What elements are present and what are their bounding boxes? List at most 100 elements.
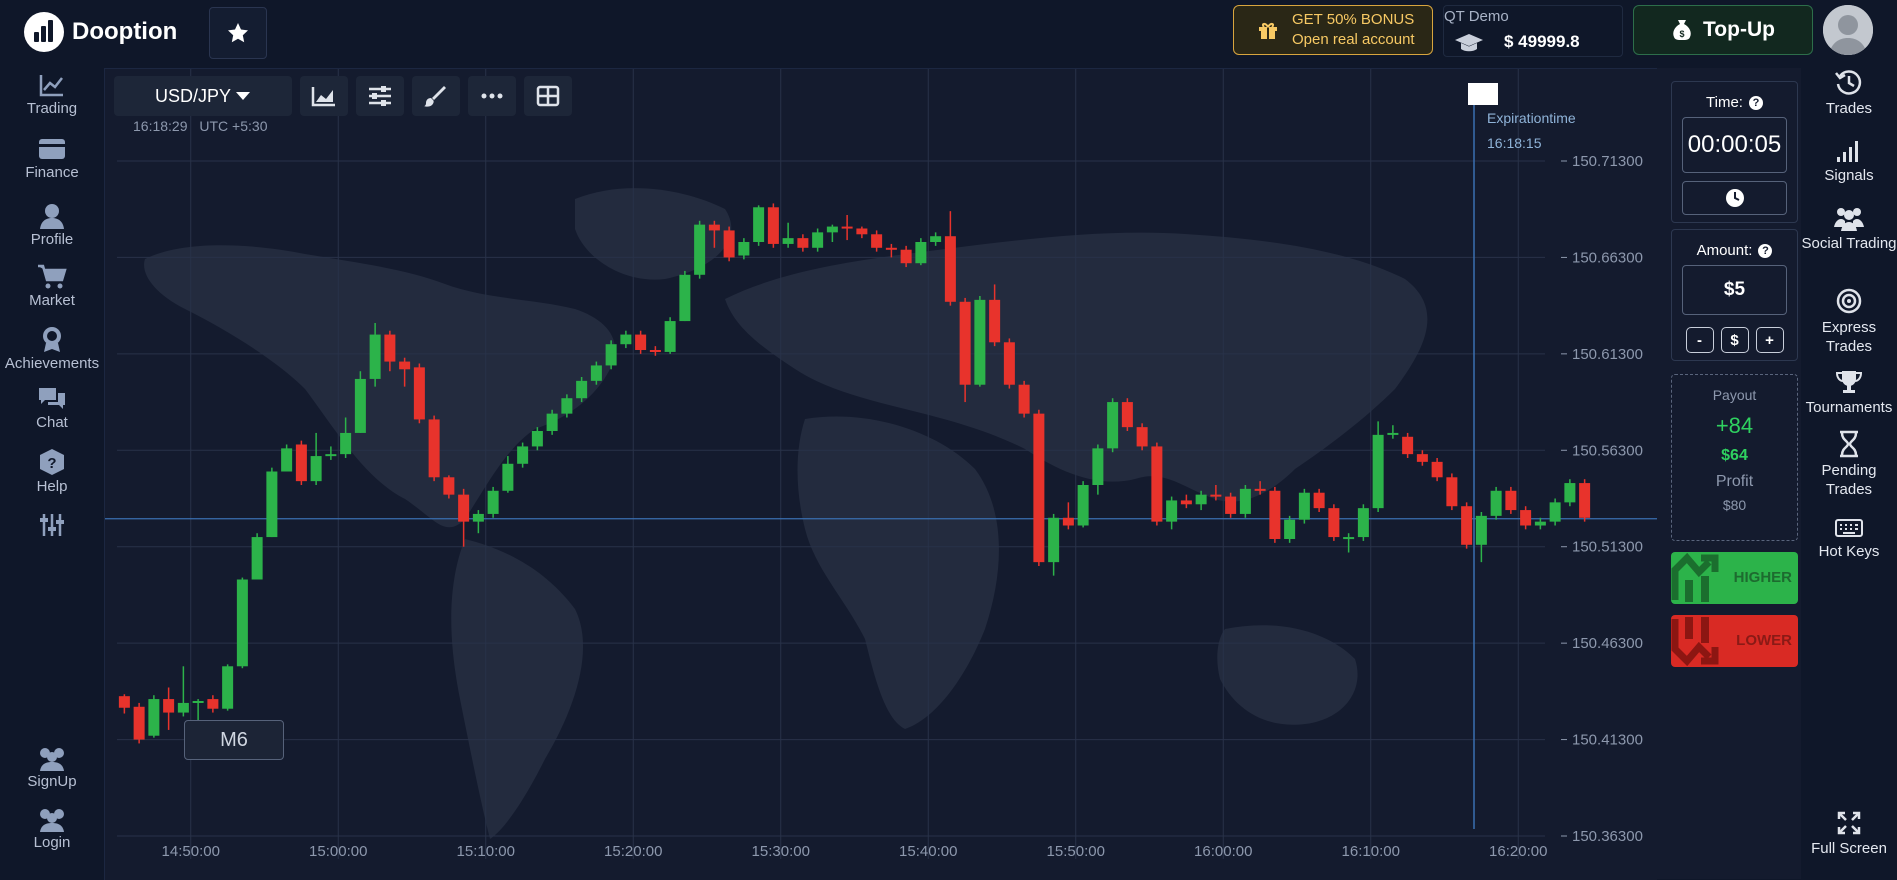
caret-down-icon [236, 92, 251, 100]
price-chart[interactable]: 150.71300 150.66300 150.61300 150.56300 150.… [105, 69, 1657, 880]
nav-social-trading[interactable]: Social Trading [1801, 205, 1897, 253]
decrease-amount-button[interactable]: - [1685, 327, 1714, 353]
increase-amount-button[interactable]: + [1755, 327, 1784, 353]
more-dots-icon [481, 93, 503, 99]
candle [1372, 421, 1384, 512]
favorites-button[interactable] [209, 7, 267, 59]
x-tick-label: 15:10:00 [457, 843, 515, 860]
nav-signals[interactable]: Signals [1801, 137, 1897, 185]
candle [1416, 450, 1428, 466]
candle-body [1092, 448, 1104, 485]
nav-social-trading-label: Social Trading [1801, 235, 1897, 252]
drawing-button[interactable] [412, 76, 460, 116]
candle-body [930, 236, 942, 242]
indicators-button[interactable] [356, 76, 404, 116]
candle [767, 203, 779, 248]
medal-icon [43, 327, 61, 352]
nav-login-label: Login [33, 834, 71, 851]
y-tick-label: 150.66300 [1572, 249, 1643, 266]
currency-button[interactable]: $ [1720, 327, 1749, 353]
candle-body [959, 301, 971, 385]
candle-body [561, 398, 573, 414]
nav-trades[interactable]: Trades [1801, 68, 1897, 118]
candle-body [944, 236, 956, 302]
signal-icon [1837, 141, 1858, 162]
candle-body [369, 334, 381, 379]
layout-button[interactable] [524, 76, 572, 116]
more-button[interactable] [468, 76, 516, 116]
candle [1121, 398, 1133, 431]
top-bar: Dooption GET 50% BONUS Open real account… [0, 0, 1897, 62]
nav-hot-keys-label: Hot Keys [1818, 543, 1880, 560]
candle [1520, 506, 1532, 530]
account-selector[interactable]: QT Demo $ 49999.8 [1443, 5, 1623, 57]
user-avatar[interactable] [1823, 5, 1873, 55]
nav-help-label: Help [36, 478, 68, 495]
pair-selector[interactable]: USD/JPY [114, 76, 292, 116]
payout-box: Payout +84 $64 Profit $80 [1671, 374, 1798, 541]
nav-pending-trades-label: Pending Trades [1821, 462, 1877, 498]
time-picker-button[interactable] [1682, 181, 1787, 215]
nav-help[interactable]: ? Help [0, 448, 104, 495]
nav-chat[interactable]: Chat [0, 386, 104, 431]
candle-body [1018, 384, 1030, 414]
time-help-icon[interactable]: ? [1748, 96, 1763, 110]
candle [694, 220, 706, 279]
nav-signup[interactable]: SignUp [0, 745, 104, 790]
grid-layout-icon [536, 85, 560, 107]
nav-hot-keys[interactable]: Hot Keys [1801, 517, 1897, 561]
nav-express-trades[interactable]: Express Trades [1801, 287, 1897, 356]
nav-market[interactable]: Market [0, 264, 104, 309]
app-logo[interactable]: Dooption [24, 12, 177, 52]
candle [163, 687, 175, 730]
candle [1357, 504, 1369, 541]
money-bag-icon: $ [1673, 20, 1691, 40]
candle [915, 238, 927, 266]
nav-trading[interactable]: Trading [0, 72, 104, 117]
x-tick-label: 15:20:00 [604, 843, 662, 860]
candle-body [1254, 488, 1266, 491]
candle-body [1534, 521, 1546, 526]
candle-body [325, 454, 337, 457]
nav-full-screen[interactable]: Full Screen [1801, 810, 1897, 858]
gift-icon [1259, 23, 1277, 39]
nav-login[interactable]: Login [0, 806, 104, 851]
nav-pending-trades[interactable]: Pending Trades [1801, 430, 1897, 499]
chart-area[interactable]: 150.71300 150.66300 150.61300 150.56300 150.… [104, 68, 1657, 880]
timeframe-selector[interactable]: M6 [184, 720, 284, 760]
nav-profile[interactable]: Profile [0, 203, 104, 248]
nav-tournaments[interactable]: Tournaments [1801, 369, 1897, 417]
sliders-icon [369, 86, 391, 106]
candle-body [1579, 483, 1591, 518]
candle-body [1343, 537, 1355, 540]
nav-finance[interactable]: Finance [0, 136, 104, 181]
higher-button[interactable]: HIGHER [1671, 552, 1798, 604]
candle [812, 228, 824, 252]
candle [428, 415, 440, 482]
candle-body [1048, 517, 1060, 563]
sliders-icon [40, 514, 64, 536]
chart-type-button[interactable] [300, 76, 348, 116]
candle [458, 488, 470, 547]
candle-body [163, 699, 175, 713]
lower-button[interactable]: LOWER [1671, 615, 1798, 667]
candle [1387, 425, 1399, 439]
bonus-button[interactable]: GET 50% BONUS Open real account [1233, 5, 1433, 55]
candle-body [1136, 427, 1148, 447]
svg-text:?: ? [47, 455, 56, 472]
profit-label: Profit [1715, 473, 1754, 490]
candle-body [458, 494, 470, 522]
nav-settings[interactable] [0, 512, 104, 540]
time-input[interactable]: 00:00:05 [1682, 117, 1787, 173]
candle-body [413, 367, 425, 420]
candle [399, 357, 411, 387]
nav-achievements[interactable]: Achievements [0, 325, 104, 372]
candle [930, 232, 942, 246]
top-up-button[interactable]: $ Top-Up [1633, 5, 1813, 55]
candle-body [664, 321, 676, 352]
candle-body [694, 224, 706, 275]
y-tick-label: 150.61300 [1572, 346, 1643, 363]
amount-help-icon[interactable]: ? [1758, 244, 1773, 258]
amount-input[interactable]: $5 [1682, 265, 1787, 315]
expiration-flag[interactable] [1468, 83, 1498, 105]
